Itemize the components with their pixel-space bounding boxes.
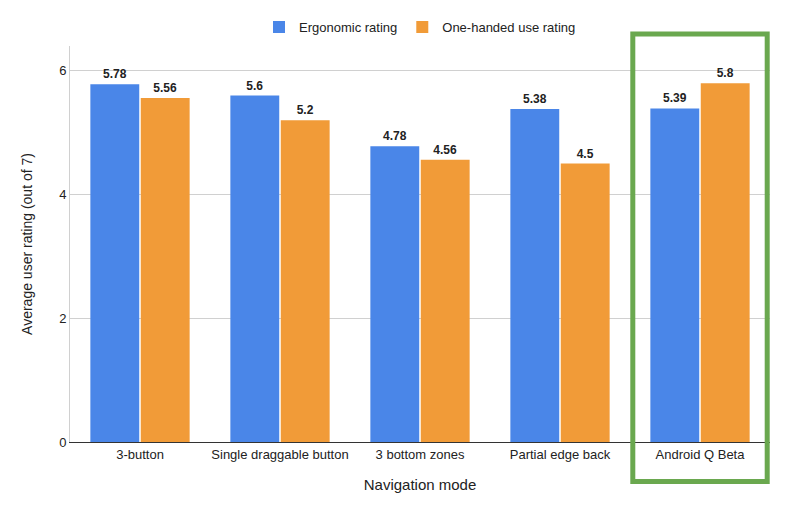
svg-text:5.6: 5.6 [246,79,263,93]
svg-text:3-button: 3-button [116,447,164,462]
svg-text:Partial edge back: Partial edge back [510,447,611,462]
svg-text:4.5: 4.5 [577,147,594,161]
svg-text:4: 4 [59,187,66,202]
svg-text:5.2: 5.2 [297,103,314,117]
svg-text:5.56: 5.56 [153,81,177,95]
svg-text:5.38: 5.38 [523,92,547,106]
svg-text:Single draggable button: Single draggable button [211,447,348,462]
svg-text:5.8: 5.8 [717,66,734,80]
svg-text:5.39: 5.39 [663,91,687,105]
svg-text:One-handed use rating: One-handed use rating [442,20,575,35]
svg-text:0: 0 [59,435,66,450]
svg-text:2: 2 [59,311,66,326]
svg-text:3 bottom zones: 3 bottom zones [376,447,465,462]
svg-text:Average user rating (out of 7): Average user rating (out of 7) [19,153,35,335]
svg-text:4.78: 4.78 [383,129,407,143]
svg-text:Ergonomic rating: Ergonomic rating [299,20,397,35]
svg-text:Navigation mode: Navigation mode [364,476,477,493]
svg-text:5.78: 5.78 [103,67,127,81]
svg-text:4.56: 4.56 [433,143,457,157]
svg-text:Android Q Beta: Android Q Beta [656,447,746,462]
svg-text:6: 6 [59,63,66,78]
